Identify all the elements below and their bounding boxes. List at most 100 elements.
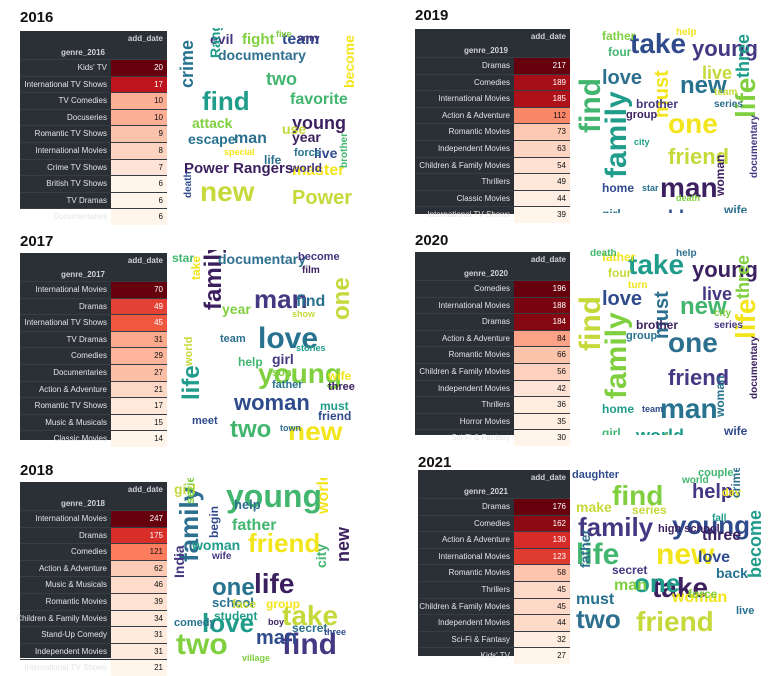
cloud-word: special bbox=[224, 147, 255, 157]
table-row: Dramas 176 bbox=[418, 498, 570, 515]
count-cell: 34 bbox=[111, 610, 167, 627]
cloud-word: girl bbox=[272, 351, 294, 367]
count-cell: 121 bbox=[111, 544, 167, 560]
table-row: Kids' TV 27 bbox=[418, 647, 570, 664]
table-row: Romantic Movies 58 bbox=[418, 564, 570, 581]
count-cell: 66 bbox=[514, 347, 570, 363]
table-row: International Movies 70 bbox=[20, 281, 167, 298]
column-header-row: add_date bbox=[20, 253, 167, 267]
count-cell: 162 bbox=[514, 515, 570, 532]
table-row: Action & Adventure 84 bbox=[415, 329, 570, 347]
cloud-word: must bbox=[576, 591, 615, 608]
cloud-word: comedy bbox=[174, 617, 216, 629]
count-cell: 21 bbox=[111, 381, 167, 398]
cloud-word: group bbox=[266, 597, 300, 611]
count-cell: 84 bbox=[514, 330, 570, 347]
count-cell: 31 bbox=[111, 331, 167, 348]
cloud-word: become bbox=[745, 509, 765, 578]
genre-label: Horror Movies bbox=[459, 416, 510, 426]
genre-label: Action & Adventure bbox=[441, 333, 510, 343]
cloud-word: young bbox=[692, 36, 758, 61]
table-row: Romantic TV Shows 17 bbox=[20, 397, 167, 414]
genre-count-table: add_date genre_2020 Comedies 196 Internation… bbox=[415, 252, 570, 446]
year-title: 2020 bbox=[415, 232, 449, 249]
cloud-word: life bbox=[254, 568, 295, 599]
genre-label: Romantic TV Shows bbox=[34, 129, 107, 139]
cloud-word: team bbox=[714, 87, 738, 98]
year-title: 2016 bbox=[20, 9, 54, 26]
cloud-word: find bbox=[282, 628, 337, 661]
cloud-word: girl bbox=[174, 481, 196, 497]
index-header-row: genre_2018 bbox=[20, 496, 167, 510]
cloud-word: man bbox=[614, 577, 647, 594]
genre-label: Crime TV Shows bbox=[47, 162, 107, 172]
genre-label: Thrillers bbox=[481, 177, 510, 187]
count-cell: 44 bbox=[514, 190, 570, 207]
cloud-word: four bbox=[608, 266, 632, 280]
table-row: Comedies 29 bbox=[20, 347, 167, 364]
cloud-word: woman bbox=[192, 537, 241, 553]
column-header: add_date bbox=[127, 485, 163, 494]
column-header: add_date bbox=[530, 255, 566, 264]
cloud-word: live bbox=[702, 284, 733, 304]
column-header-row: add_date bbox=[418, 470, 570, 484]
table-row: Action & Adventure 62 bbox=[20, 559, 167, 577]
table-row: Documentaries 6 bbox=[20, 208, 167, 225]
cloud-word: make bbox=[576, 499, 612, 515]
genre-label: Action & Adventure bbox=[441, 535, 510, 545]
cloud-word: death bbox=[183, 171, 194, 198]
cloud-word: death bbox=[676, 193, 701, 203]
genre-label: Sci-Fi & Fantasy bbox=[451, 433, 510, 443]
cloud-word: brother bbox=[339, 133, 350, 168]
cloud-word: new bbox=[680, 293, 727, 320]
cloud-word: two bbox=[266, 69, 297, 89]
table-row: Independent Movies 42 bbox=[415, 379, 570, 397]
genre-label: International TV Shows bbox=[24, 79, 107, 89]
cloud-word: star bbox=[172, 251, 195, 265]
cloud-word: wife bbox=[212, 551, 232, 562]
cloud-word: world bbox=[290, 161, 322, 175]
word-cloud: young friend life love take family one two find m… bbox=[172, 478, 364, 664]
cloud-word: star bbox=[642, 183, 659, 193]
cloud-word: find bbox=[202, 86, 250, 116]
cloud-word: two bbox=[664, 431, 695, 435]
cloud-word: friend bbox=[668, 365, 730, 390]
cloud-word: live bbox=[314, 145, 338, 161]
cloud-word: couple bbox=[698, 468, 734, 479]
cloud-word: man bbox=[660, 393, 718, 424]
table-row: Children & Family Movies 45 bbox=[418, 597, 570, 615]
cloud-word: new bbox=[656, 538, 715, 571]
count-cell: 14 bbox=[111, 431, 167, 447]
cloud-word: village bbox=[242, 653, 271, 663]
table-row: Classic Movies 44 bbox=[415, 189, 570, 207]
table-row: International Movies 185 bbox=[415, 90, 570, 107]
index-header: genre_2021 bbox=[463, 487, 508, 496]
index-header: genre_2016 bbox=[60, 48, 105, 57]
table-row: TV Dramas 6 bbox=[20, 191, 167, 209]
cloud-word: man bbox=[256, 627, 298, 649]
cloud-word: documentary bbox=[749, 115, 760, 178]
count-cell: 123 bbox=[514, 548, 570, 565]
cloud-word: become bbox=[298, 251, 340, 263]
count-cell: 44 bbox=[514, 615, 570, 631]
cloud-word: meet bbox=[192, 415, 218, 427]
table-row: TV Comedies 10 bbox=[20, 92, 167, 109]
word-cloud: Power Rangers find new documentary crime figh… bbox=[172, 28, 364, 209]
cloud-word: series bbox=[714, 320, 743, 331]
table-row: Comedies 121 bbox=[20, 543, 167, 560]
table-row: Independent Movies 44 bbox=[418, 614, 570, 631]
table-row: TV Dramas 31 bbox=[20, 330, 167, 348]
genre-label: Action & Adventure bbox=[38, 563, 107, 573]
table-row: Crime TV Shows 7 bbox=[20, 158, 167, 176]
count-cell: 188 bbox=[514, 297, 570, 314]
cloud-word: escape bbox=[188, 131, 236, 147]
genre-label: Comedies bbox=[70, 547, 107, 557]
column-header-row: add_date bbox=[415, 29, 570, 43]
count-cell: 17 bbox=[111, 76, 167, 93]
count-cell: 49 bbox=[514, 174, 570, 190]
genre-label: Children & Family Movies bbox=[16, 613, 107, 623]
cloud-word: young bbox=[692, 257, 758, 282]
cloud-word: secret bbox=[292, 621, 328, 635]
table-row: Romantic Movies 73 bbox=[415, 123, 570, 140]
cloud-word: city bbox=[634, 137, 650, 147]
